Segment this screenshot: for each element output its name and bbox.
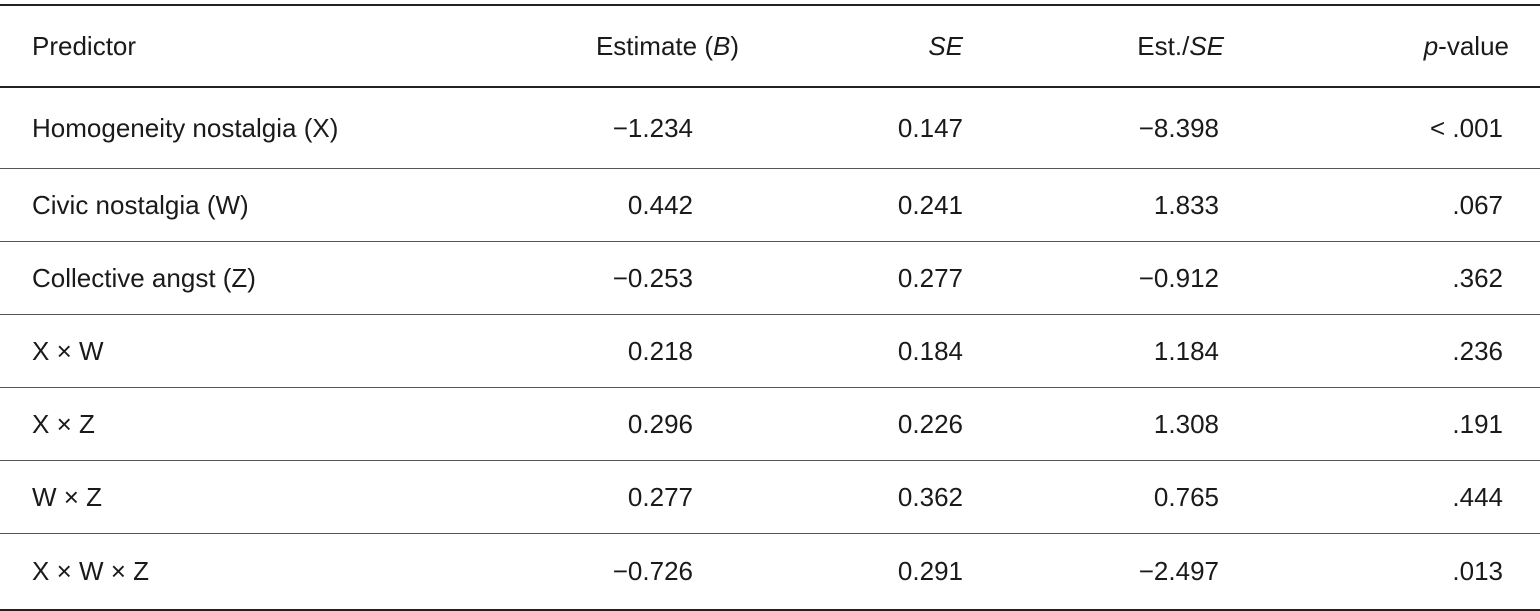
header-est-se-symbol: SE [1189,30,1224,61]
table-header: Predictor Estimate (B) SE Est./SE p-valu… [0,5,1540,88]
header-estimate-suffix: ) [730,30,739,61]
cell-est-se: 0.765 [985,460,1260,534]
cell-se: 0.277 [745,241,985,315]
cell-p-value: .013 [1452,556,1503,586]
table-row: Collective angst (Z) −0.253 0.277 −0.912.36… [0,241,1540,315]
cell-est-se: −0.912 [985,241,1260,315]
cell-est-se: −8.398 [985,87,1260,169]
cell-est-se: 1.308 [985,387,1260,461]
cell-predictor: X × W [0,314,500,388]
cell-se: 0.226 [745,387,985,461]
cell-predictor: X × Z [0,387,500,461]
table-row: W × Z 0.277 0.362 0.765.444 [0,460,1540,534]
header-row: Predictor Estimate (B) SE Est./SE p-valu… [0,5,1540,88]
cell-p-value: .444 [1260,460,1540,534]
cell-estimate: 0.442 [500,168,745,242]
cell-predictor: Homogeneity nostalgia (X) [0,87,500,169]
cell-predictor: W × Z [0,460,500,534]
header-se: SE [745,5,985,88]
cell-est-se: −2.497 [1138,556,1219,586]
table-row: X × Z 0.296 0.226 1.308.191 [0,387,1540,461]
header-estimate-symbol: B [712,30,731,61]
cell-estimate: −1.234 [500,87,745,169]
header-p-symbol: p [1423,30,1439,61]
header-se-label: SE [928,30,963,61]
cell-p-value: .191 [1260,387,1540,461]
cell-p-value: < .001 [1260,87,1540,169]
table-row: Civic nostalgia (W) 0.442 0.241 1.833.067 [0,168,1540,242]
cell-p-value: .362 [1260,241,1540,315]
cell-se: 0.241 [745,168,985,242]
cell-estimate: −0.726 [612,556,693,586]
table-row: Homogeneity nostalgia (X) −1.234 0.147 −8.3… [0,87,1540,169]
cell-estimate: 0.218 [500,314,745,388]
cell-estimate: −0.253 [500,241,745,315]
cell-se: 0.184 [745,314,985,388]
cell-se: 0.291 [897,556,963,586]
cell-est-se: 1.833 [985,168,1260,242]
header-est-se: Est./SE [985,5,1260,88]
header-predictor: Predictor [0,5,500,88]
header-est-se-prefix: Est./ [1137,30,1190,61]
cell-p-value: .236 [1260,314,1540,388]
cell-se: 0.362 [745,460,985,534]
cell-est-se: 1.184 [985,314,1260,388]
cell-estimate: 0.296 [500,387,745,461]
header-estimate: Estimate (B) [500,5,745,88]
cell-p-value: .067 [1260,168,1540,242]
header-estimate-prefix: Estimate ( [595,30,713,61]
cell-predictor: Collective angst (Z) [0,241,500,315]
cell-predictor: Civic nostalgia (W) [0,168,500,242]
table-row: X × W × Z −0.726 0.291 −2.497 .013 [0,534,1540,611]
header-p-value: p-value [1260,5,1540,88]
cell-estimate: 0.277 [500,460,745,534]
table-row: X × W 0.218 0.184 1.184.236 [0,314,1540,388]
regression-table: Predictor Estimate (B) SE Est./SE p-valu… [0,4,1540,611]
table-body: Homogeneity nostalgia (X) −1.234 0.147 −8.3… [0,87,1540,610]
header-p-suffix: -value [1438,30,1509,61]
cell-se: 0.147 [745,87,985,169]
cell-predictor: X × W × Z [32,556,150,586]
